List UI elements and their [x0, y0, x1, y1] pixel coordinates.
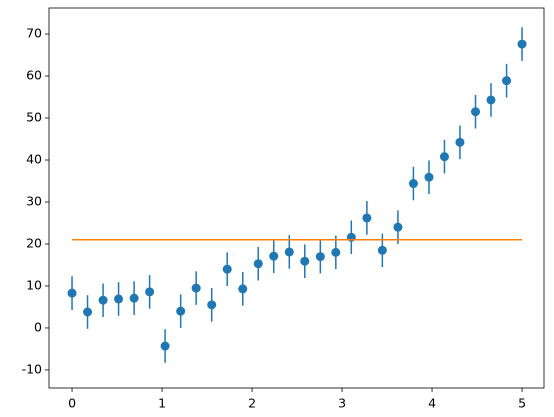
data-point [377, 245, 387, 255]
y-tick-label: 60 [26, 68, 42, 83]
data-point [253, 259, 263, 269]
y-tick-label: 20 [26, 235, 42, 250]
data-point [300, 256, 310, 266]
data-point [439, 152, 449, 162]
data-point [238, 284, 248, 294]
data-point [67, 288, 77, 298]
x-tick-label: 2 [248, 396, 256, 411]
data-point [98, 295, 108, 305]
data-point [222, 264, 232, 274]
data-point [393, 222, 403, 232]
plot-frame [48, 7, 545, 389]
data-point [455, 137, 465, 147]
x-tick-label: 5 [518, 396, 526, 411]
y-tick-label: -10 [22, 361, 42, 376]
data-point [408, 179, 418, 189]
data-point [176, 306, 186, 316]
y-tick-label: 0 [34, 319, 42, 334]
data-point [424, 172, 434, 182]
data-point [331, 247, 341, 257]
y-tick-label: 10 [26, 277, 42, 292]
y-tick-label: 40 [26, 152, 42, 167]
data-point [191, 283, 201, 293]
data-point [160, 341, 170, 351]
data-point [83, 307, 93, 317]
data-point [517, 39, 527, 49]
data-point [502, 76, 512, 86]
data-point [315, 252, 325, 262]
x-tick-label: 1 [158, 396, 166, 411]
data-point [114, 294, 124, 304]
y-tick-label: 30 [26, 193, 42, 208]
y-tick-label: 50 [26, 110, 42, 125]
data-point [471, 107, 481, 117]
data-point [129, 293, 139, 303]
data-point [145, 287, 155, 297]
data-point [269, 251, 279, 261]
x-tick-label: 4 [428, 396, 436, 411]
data-point [362, 213, 372, 223]
data-point [486, 95, 496, 105]
data-point [284, 247, 294, 257]
y-tick-label: 70 [26, 26, 42, 41]
x-tick-label: 3 [338, 396, 346, 411]
data-point [207, 300, 217, 310]
x-tick-label: 0 [68, 396, 76, 411]
